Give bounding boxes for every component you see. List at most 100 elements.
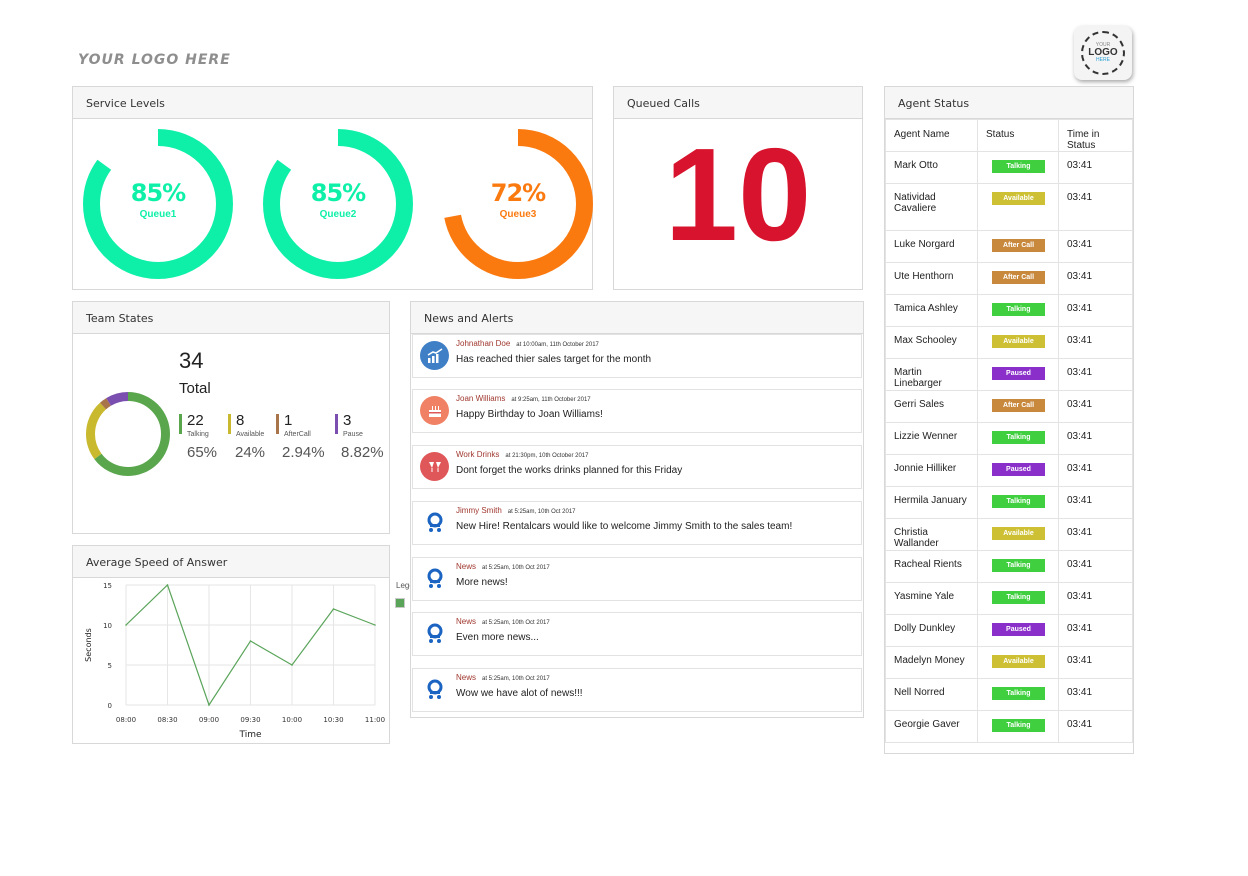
team-total-label: Total <box>179 380 211 397</box>
logo-text: YOUR LOGO HERE <box>78 52 231 68</box>
status-badge: Talking <box>992 303 1045 316</box>
news-author[interactable]: News at 5:25am, 10th Oct 2017 <box>456 617 550 626</box>
news-item[interactable]: News at 5:25am, 10th Oct 2017 Even more ne… <box>412 612 862 656</box>
service-gauge-queue-name: Queue3 <box>499 209 537 220</box>
agent-time-in-status: 03:41 <box>1058 614 1133 647</box>
status-badge: Talking <box>992 160 1045 173</box>
service-gauge-percent: 85% <box>130 179 186 207</box>
news-author-name[interactable]: Joan Williams <box>456 394 506 403</box>
queued-calls-count: 10 <box>664 121 812 268</box>
news-item[interactable]: Johnathan Doe at 10:00am, 11th October 20… <box>412 334 862 378</box>
news-item[interactable]: Work Drinks at 21:30pm, 10th October 2017… <box>412 445 862 489</box>
agent-time-in-status: 03:41 <box>1058 422 1133 455</box>
news-author-name[interactable]: News <box>456 673 477 682</box>
series-point <box>208 704 210 706</box>
series-point <box>332 608 335 610</box>
news-author-name[interactable]: Work Drinks <box>456 450 500 459</box>
news-author-name[interactable]: Jimmy Smith <box>456 506 502 515</box>
news-author[interactable]: Johnathan Doe at 10:00am, 11th October 20… <box>456 339 599 348</box>
logo-badge-line3: HERE <box>1096 57 1110 63</box>
team-state-percent: 65% <box>187 444 218 461</box>
agent-status-cell: Talking <box>977 486 1059 519</box>
news-timestamp: at 10:00am, 11th October 2017 <box>516 342 599 348</box>
agent-status-cell: Paused <box>977 614 1059 647</box>
series-point <box>291 664 293 666</box>
service-gauge-ring <box>263 129 413 279</box>
news-message: Even more news... <box>456 632 539 643</box>
y-axis-title: Seconds <box>84 628 93 662</box>
news-author[interactable]: News at 5:25am, 10th Oct 2017 <box>456 673 550 682</box>
agent-name: Georgie Gaver <box>885 710 978 743</box>
news-item[interactable]: Joan Williams at 9:25am, 11th October 201… <box>412 389 862 433</box>
agent-status-cell: Talking <box>977 422 1059 455</box>
team-state-count: 1 <box>284 412 293 429</box>
agent-name: Racheal Rients <box>885 550 978 583</box>
y-tick-label: 15 <box>103 582 112 590</box>
news-timestamp: at 5:25am, 10th Oct 2017 <box>482 565 550 571</box>
company-logo-icon <box>420 508 449 537</box>
news-author[interactable]: News at 5:25am, 10th Oct 2017 <box>456 562 550 571</box>
agent-status-cell: Talking <box>977 151 1059 184</box>
status-badge: Available <box>992 192 1045 205</box>
series-point <box>374 624 376 626</box>
service-gauge-queue-name: Queue1 <box>139 209 177 220</box>
team-state-color-bar <box>228 414 231 434</box>
news-item[interactable]: Jimmy Smith at 5:25am, 10th Oct 2017 New H… <box>412 501 862 545</box>
series-point <box>166 584 169 586</box>
agent-name: Nell Norred <box>885 678 978 711</box>
news-author-name[interactable]: News <box>456 617 477 626</box>
x-tick-label: 10:30 <box>323 716 343 724</box>
chart-up-icon <box>420 341 449 370</box>
service-gauge: 85% Queue2 <box>263 129 413 279</box>
agent-status-cell: Available <box>977 646 1059 679</box>
status-badge: Talking <box>992 559 1045 572</box>
agent-name: Jonnie Hilliker <box>885 454 978 487</box>
news-message: Dont forget the works drinks planned for… <box>456 465 683 476</box>
service-gauge-arc <box>263 129 413 279</box>
x-axis-title: Time <box>238 730 261 740</box>
news-author-name[interactable]: News <box>456 562 477 571</box>
agent-time-in-status: 03:41 <box>1058 230 1133 263</box>
team-total-count: 34 <box>179 348 204 373</box>
team-state-percent: 24% <box>235 444 266 461</box>
news-item[interactable]: News at 5:25am, 10th Oct 2017 Wow we have … <box>412 668 862 712</box>
agent-time-in-status: 03:41 <box>1058 710 1133 743</box>
table-row: Nell Norred Talking 03:41 <box>885 678 1133 711</box>
service-gauge-percent: 72% <box>490 179 546 207</box>
status-badge: Talking <box>992 495 1045 508</box>
team-state-count: 3 <box>343 412 352 429</box>
x-tick-label: 09:00 <box>199 716 219 724</box>
agent-time-in-status: 03:41 <box>1058 678 1133 711</box>
news-timestamp: at 5:25am, 10th Oct 2017 <box>482 620 550 626</box>
x-tick-label: 09:30 <box>240 716 260 724</box>
agent-status-cell: Talking <box>977 710 1059 743</box>
chart-legend-swatch[interactable] <box>395 598 405 608</box>
service-gauge-percent: 85% <box>310 179 366 207</box>
news-timestamp: at 21:30pm, 10th October 2017 <box>505 453 589 459</box>
donut-segment <box>86 392 170 476</box>
table-row: Luke Norgard After Call 03:41 <box>885 230 1133 263</box>
news-timestamp: at 5:25am, 10th Oct 2017 <box>507 509 576 515</box>
news-message: Happy Birthday to Joan Williams! <box>456 409 603 420</box>
news-item[interactable]: News at 5:25am, 10th Oct 2017 More news! <box>412 557 862 601</box>
agent-time-in-status: 03:41 <box>1058 326 1133 359</box>
agent-status-cell: After Call <box>977 390 1059 423</box>
table-row: Ute Henthorn After Call 03:41 <box>885 262 1133 295</box>
agent-name: Luke Norgard <box>885 230 978 263</box>
agent-name: Tamica Ashley <box>885 294 978 327</box>
status-badge: Paused <box>992 623 1045 636</box>
avg-speed-title: Average Speed of Answer <box>73 546 389 578</box>
status-badge: Talking <box>992 687 1045 700</box>
agent-time-in-status: 03:41 <box>1058 550 1133 583</box>
agent-name: Hermila January <box>885 486 978 519</box>
news-author[interactable]: Work Drinks at 21:30pm, 10th October 2017 <box>456 450 588 459</box>
news-author[interactable]: Joan Williams at 9:25am, 11th October 201… <box>456 394 591 403</box>
table-row: Lizzie Wenner Talking 03:41 <box>885 422 1133 455</box>
news-author-name[interactable]: Johnathan Doe <box>456 339 511 348</box>
status-badge: Paused <box>992 367 1045 380</box>
agent-status-cell: After Call <box>977 230 1059 263</box>
service-levels-title: Service Levels <box>73 87 592 119</box>
y-tick-label: 5 <box>108 662 112 670</box>
x-tick-label: 10:00 <box>282 716 302 724</box>
news-author[interactable]: Jimmy Smith at 5:25am, 10th Oct 2017 <box>456 506 576 515</box>
